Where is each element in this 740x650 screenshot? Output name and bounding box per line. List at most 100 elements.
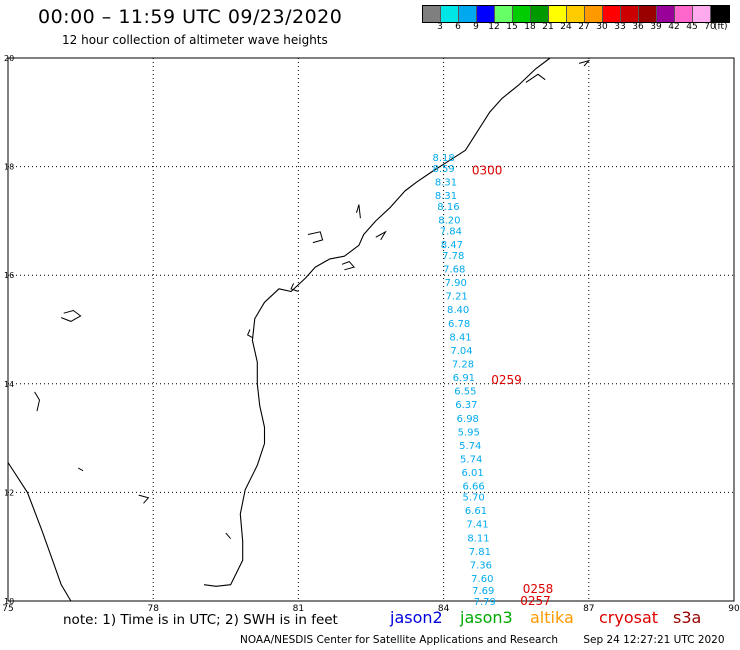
- legend-swatch: [693, 6, 711, 22]
- wave-height-label: 5.95: [458, 427, 480, 438]
- wave-height-label: 7.60: [471, 574, 493, 585]
- credit-timestamp: Sep 24 12:27:21 UTC 2020: [583, 634, 725, 646]
- legend-unit: (ft): [714, 22, 728, 32]
- coast-feature: [525, 73, 546, 83]
- wave-height-label: 6.37: [455, 400, 477, 411]
- legend-label: 24: [560, 22, 572, 32]
- wave-height-label: 7.28: [452, 360, 474, 371]
- wave-height-label: 7.68: [443, 264, 465, 275]
- latitude-tick-label: 20: [4, 54, 14, 63]
- coast-feature: [341, 261, 356, 271]
- legend-swatch: [567, 6, 585, 22]
- map-frame: [7, 57, 735, 602]
- coast-feature: [34, 391, 41, 412]
- wave-height-label: 8.20: [438, 216, 460, 227]
- coast-feature: [290, 283, 299, 292]
- legend-swatch: [495, 6, 513, 22]
- wave-height-label: 8.16: [437, 202, 459, 213]
- page-subtitle: 12 hour collection of altimeter wave hei…: [62, 33, 328, 47]
- legend-swatch: [477, 6, 495, 22]
- satellite-s3a: s3a: [673, 608, 702, 627]
- wave-height-label: 6.78: [448, 319, 470, 330]
- legend-label: 3: [437, 22, 443, 32]
- wave-height-label: 8.41: [449, 332, 471, 343]
- wave-height-label: 8.31: [435, 178, 457, 189]
- west-coastline: [7, 462, 72, 602]
- longitude-tick-label: 87: [583, 604, 594, 614]
- coast-feature: [307, 231, 324, 244]
- legend-swatch: [585, 6, 603, 22]
- wave-height-label: 7.41: [466, 520, 488, 531]
- legend-label: 36: [632, 22, 644, 32]
- wave-height-label: 7.04: [450, 346, 472, 357]
- wave-height-label: 7.36: [470, 560, 492, 571]
- satellite-altika: altika: [530, 608, 574, 627]
- east-coastline: [203, 57, 551, 587]
- legend-swatch: [549, 6, 567, 22]
- legend-label: 27: [578, 22, 590, 32]
- wave-height-label: 5.74: [460, 455, 482, 466]
- coast-feature: [61, 309, 82, 322]
- wave-height-label: 7.90: [445, 278, 467, 289]
- coast-feature: [375, 230, 387, 241]
- latitude-tick-label: 16: [4, 271, 14, 280]
- legend-swatch: [459, 6, 477, 22]
- wave-height-label: 6.66: [462, 482, 484, 493]
- coast-feature: [356, 204, 361, 219]
- legend-swatch: [531, 6, 549, 22]
- legend-label: 15: [506, 22, 518, 32]
- pass-time-label: 0257: [520, 594, 551, 608]
- pass-time-label: 0258: [523, 582, 554, 596]
- legend-label: 30: [596, 22, 608, 32]
- color-legend: [422, 5, 730, 23]
- longitude-tick-label: 75: [2, 604, 13, 614]
- wave-height-label: 6.01: [462, 468, 484, 479]
- legend-swatch: [513, 6, 531, 22]
- credit-text: NOAA/NESDIS Center for Satellite Applica…: [240, 634, 558, 646]
- wave-height-label: 5.70: [462, 493, 484, 504]
- legend-swatch: [639, 6, 657, 22]
- legend-label: 39: [650, 22, 662, 32]
- wave-height-label: 8.18: [432, 153, 454, 164]
- satellite-cryosat: cryosat: [599, 608, 659, 627]
- longitude-tick-label: 78: [147, 604, 159, 614]
- wave-height-label: 8.59: [432, 164, 454, 175]
- wave-height-label: 7.21: [446, 292, 468, 303]
- satellite-jason3: jason3: [460, 608, 513, 627]
- legend-label: 9: [473, 22, 479, 32]
- satellite-jason2: jason2: [390, 608, 443, 627]
- wave-height-label: 7.78: [442, 251, 464, 262]
- wave-height-label: 8.47: [441, 240, 463, 251]
- latitude-tick-label: 14: [4, 380, 14, 389]
- wave-height-label: 7.69: [472, 586, 494, 597]
- coast-feature: [225, 532, 231, 539]
- wave-height-label: 6.98: [457, 414, 479, 425]
- wave-height-label: 5.74: [459, 441, 481, 452]
- longitude-tick-label: 90: [728, 604, 740, 614]
- longitude-tick-label: 84: [438, 604, 450, 614]
- wave-height-label: 7.79: [474, 597, 496, 608]
- wave-height-label: 8.40: [447, 305, 469, 316]
- coast-feature: [77, 467, 84, 472]
- coast-feature: [578, 59, 591, 67]
- wave-height-label: 8.31: [435, 191, 457, 202]
- legend-swatch: [711, 6, 729, 22]
- wave-height-label: 7.84: [440, 226, 462, 237]
- legend-label: 70: [704, 22, 716, 32]
- coast-feature: [138, 494, 150, 504]
- wave-height-label: 8.11: [467, 533, 489, 544]
- legend-swatch: [675, 6, 693, 22]
- legend-swatch: [657, 6, 675, 22]
- wave-height-label: 6.91: [453, 373, 475, 384]
- page-title: 00:00 – 11:59 UTC 09/23/2020: [38, 6, 343, 28]
- footer-credit: NOAA/NESDIS Center for Satellite Applica…: [240, 634, 725, 646]
- legend-swatch: [603, 6, 621, 22]
- footer-note: note: 1) Time is in UTC; 2) SWH is in fe…: [63, 612, 338, 628]
- legend-label: 42: [668, 22, 680, 32]
- coast-feature: [246, 329, 253, 339]
- latitude-tick-label: 12: [4, 488, 14, 497]
- wave-height-label: 7.81: [469, 547, 491, 558]
- latitude-tick-label: 18: [4, 163, 14, 172]
